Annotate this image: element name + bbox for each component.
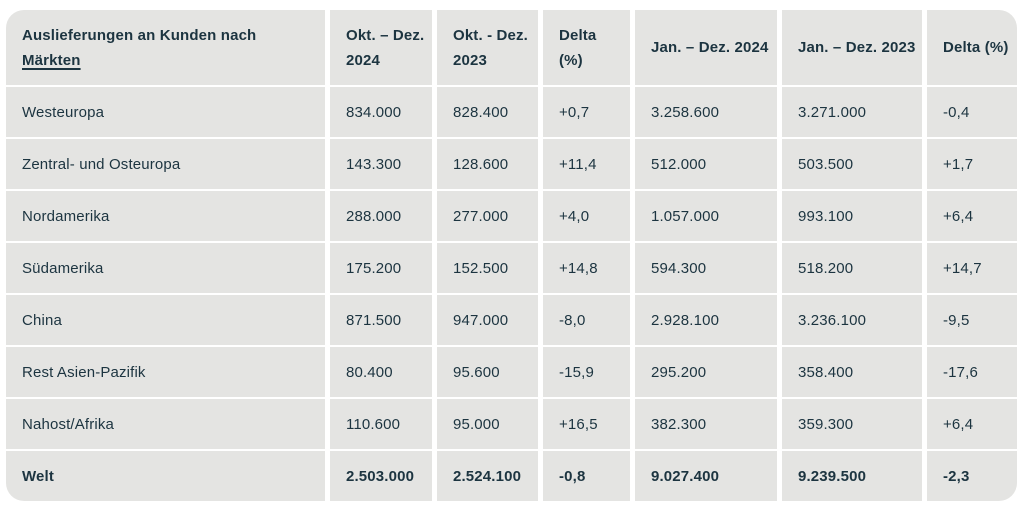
table-cell-welt-col4: 9.027.400 [635, 451, 777, 501]
table-cell-nordamerika-col3: +4,0 [543, 191, 630, 241]
table-grid: Auslieferungen an Kunden nach Märkten Okt… [6, 10, 1017, 501]
table-cell-rest-asien-pazifik-col3: -15,9 [543, 347, 630, 397]
table-cell-s-damerika-col5: 518.200 [782, 243, 922, 293]
table-cell-westeuropa-col6: -0,4 [927, 87, 1017, 137]
table-cell-nordamerika-col5: 993.100 [782, 191, 922, 241]
table-cell-rest-asien-pazifik-col2: 95.600 [437, 347, 538, 397]
table-cell-s-damerika-col4: 594.300 [635, 243, 777, 293]
row-label-welt: Welt [6, 451, 325, 501]
table-cell-china-col2: 947.000 [437, 295, 538, 345]
header-cell-1: Okt. – Dez. 2024 [330, 10, 432, 85]
header-cell-4: Jan. – Dez. 2024 [635, 10, 777, 85]
table-cell-s-damerika-col3: +14,8 [543, 243, 630, 293]
row-label-nahost-afrika: Nahost/Afrika [6, 399, 325, 449]
row-label-china: China [6, 295, 325, 345]
table-cell-welt-col1: 2.503.000 [330, 451, 432, 501]
table-cell-china-col6: -9,5 [927, 295, 1017, 345]
table-cell-welt-col6: -2,3 [927, 451, 1017, 501]
table-cell-nordamerika-col1: 288.000 [330, 191, 432, 241]
table-cell-westeuropa-col3: +0,7 [543, 87, 630, 137]
table-cell-zentral-und-osteuropa-col6: +1,7 [927, 139, 1017, 189]
table-cell-rest-asien-pazifik-col6: -17,6 [927, 347, 1017, 397]
row-label-nordamerika: Nordamerika [6, 191, 325, 241]
row-label-zentral-und-osteuropa: Zentral- und Osteuropa [6, 139, 325, 189]
table-cell-westeuropa-col5: 3.271.000 [782, 87, 922, 137]
table-cell-s-damerika-col6: +14,7 [927, 243, 1017, 293]
table-cell-nordamerika-col2: 277.000 [437, 191, 538, 241]
table-cell-westeuropa-col1: 834.000 [330, 87, 432, 137]
table-cell-zentral-und-osteuropa-col2: 128.600 [437, 139, 538, 189]
table-title-text: Auslieferungen an Kunden nach [22, 26, 257, 44]
table-cell-s-damerika-col2: 152.500 [437, 243, 538, 293]
header-cell-3: Delta (%) [543, 10, 630, 85]
table-cell-nordamerika-col6: +6,4 [927, 191, 1017, 241]
table-title: Auslieferungen an Kunden nach Märkten [22, 23, 319, 73]
glossary-term-maerkten[interactable]: Märkten [22, 51, 81, 69]
row-label-s-damerika: Südamerika [6, 243, 325, 293]
row-label-rest-asien-pazifik: Rest Asien-Pazifik [6, 347, 325, 397]
table-cell-nahost-afrika-col5: 359.300 [782, 399, 922, 449]
table-title-cell: Auslieferungen an Kunden nach Märkten [6, 10, 325, 85]
table-cell-nahost-afrika-col6: +6,4 [927, 399, 1017, 449]
table-cell-rest-asien-pazifik-col1: 80.400 [330, 347, 432, 397]
table-cell-nahost-afrika-col3: +16,5 [543, 399, 630, 449]
table-cell-china-col3: -8,0 [543, 295, 630, 345]
row-label-westeuropa: Westeuropa [6, 87, 325, 137]
table-cell-welt-col5: 9.239.500 [782, 451, 922, 501]
table-cell-nahost-afrika-col4: 382.300 [635, 399, 777, 449]
table-cell-rest-asien-pazifik-col5: 358.400 [782, 347, 922, 397]
deliveries-by-market-table: Auslieferungen an Kunden nach Märkten Okt… [6, 10, 1017, 501]
header-cell-5: Jan. – Dez. 2023 [782, 10, 922, 85]
table-cell-zentral-und-osteuropa-col4: 512.000 [635, 139, 777, 189]
table-cell-westeuropa-col4: 3.258.600 [635, 87, 777, 137]
table-cell-china-col1: 871.500 [330, 295, 432, 345]
table-cell-china-col5: 3.236.100 [782, 295, 922, 345]
header-cell-2: Okt. - Dez. 2023 [437, 10, 538, 85]
table-cell-westeuropa-col2: 828.400 [437, 87, 538, 137]
table-cell-zentral-und-osteuropa-col3: +11,4 [543, 139, 630, 189]
table-cell-nahost-afrika-col2: 95.000 [437, 399, 538, 449]
table-cell-china-col4: 2.928.100 [635, 295, 777, 345]
table-cell-nordamerika-col4: 1.057.000 [635, 191, 777, 241]
table-cell-zentral-und-osteuropa-col5: 503.500 [782, 139, 922, 189]
table-cell-s-damerika-col1: 175.200 [330, 243, 432, 293]
table-cell-rest-asien-pazifik-col4: 295.200 [635, 347, 777, 397]
table-cell-welt-col2: 2.524.100 [437, 451, 538, 501]
table-cell-nahost-afrika-col1: 110.600 [330, 399, 432, 449]
table-cell-zentral-und-osteuropa-col1: 143.300 [330, 139, 432, 189]
header-cell-6: Delta (%) [927, 10, 1017, 85]
table-cell-welt-col3: -0,8 [543, 451, 630, 501]
